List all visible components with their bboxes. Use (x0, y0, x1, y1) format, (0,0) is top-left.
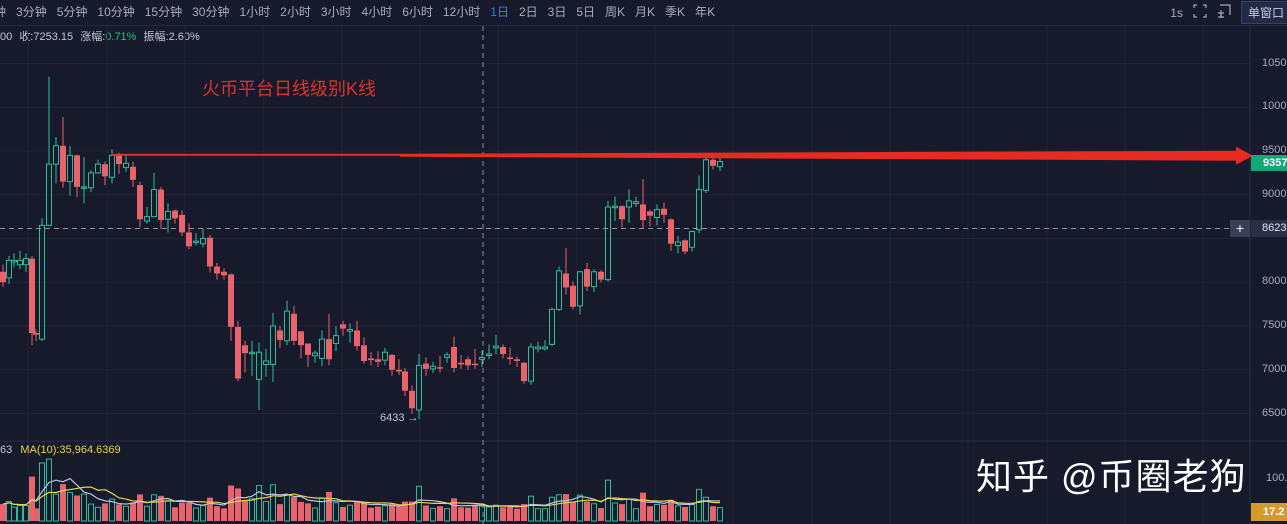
info-change-label: 涨幅: (80, 31, 106, 43)
price-axis-tick: 10000 (1262, 100, 1287, 113)
timeframe-2[interactable]: 5分钟 (56, 5, 88, 19)
price-axis-tick: 7500 (1262, 319, 1287, 331)
watermark: 知乎 @币圈老狗 (976, 456, 1247, 497)
refresh-interval[interactable]: 1s (1170, 5, 1183, 20)
volume-current-tag: 17.2 (1251, 503, 1287, 521)
price-axis-tick: 6500 (1262, 406, 1287, 419)
timeframe-11[interactable]: 12小时 (442, 5, 481, 19)
price-axis-tick: 9500 (1262, 144, 1287, 156)
info-prev: 00 (0, 31, 13, 43)
timeframe-17[interactable]: 月K (635, 5, 656, 19)
timeframe-15[interactable]: 5日 (576, 5, 596, 19)
info-change: 涨幅:0.71% (80, 31, 136, 43)
timeframe-4[interactable]: 15分钟 (144, 5, 183, 19)
timeframe-14[interactable]: 3日 (547, 5, 567, 19)
timeframe-3[interactable]: 10分钟 (97, 5, 135, 19)
timeframe-5[interactable]: 30分钟 (192, 5, 230, 19)
add-window-icon[interactable] (1217, 4, 1231, 21)
volume-axis-tick: 100. (1266, 472, 1287, 484)
timeframe-list: 钟 3分钟 5分钟 10分钟 15分钟 30分钟 1小时 2小时 3小时 4小时 6小时 12小时 1日… (0, 0, 720, 25)
timeframe-6[interactable]: 1小时 (239, 5, 271, 19)
toolbar-right: 1s 单窗口 (1170, 0, 1287, 25)
volume-ma-label: MA(10):35,964.6369 (20, 444, 121, 456)
fullscreen-icon[interactable] (1193, 4, 1207, 21)
volume-left-label: 63 (0, 444, 13, 456)
low-price-marker: 6433 → (380, 412, 419, 424)
timeframe-10[interactable]: 6小时 (402, 5, 433, 19)
timeframe-16[interactable]: 周K (605, 5, 626, 19)
window-mode-button[interactable]: 单窗口 (1240, 1, 1287, 24)
timeframe-9[interactable]: 4小时 (361, 5, 393, 19)
price-axis-tick: 7000 (1262, 362, 1287, 375)
crosshair-price-tag: 8623 (1251, 220, 1287, 237)
volume-info: 63 MA(10):35,964.6369 (0, 444, 121, 456)
timeframe-toolbar: 钟 3分钟 5分钟 10分钟 15分钟 30分钟 1小时 2小时 3小时 4小时 6小时 12小时 1日… (0, 0, 1287, 26)
info-amplitude: 振幅:2.60% (143, 31, 200, 43)
ohlc-info-bar: 00 收:7253.15 涨幅:0.71% 振幅:2.60% (0, 28, 204, 44)
chart-annotation-title: 火币平台日线级别K线 (202, 79, 377, 99)
current-price-tag: 9357 (1251, 155, 1287, 171)
timeframe-19[interactable]: 年K (695, 5, 716, 19)
timeframe-7[interactable]: 2小时 (280, 5, 311, 19)
price-axis-tick: 10500 (1262, 56, 1287, 69)
timeframe-1[interactable]: 3分钟 (16, 5, 47, 19)
timeframe-12[interactable]: 1日 (490, 5, 509, 19)
info-close: 收:7253.15 (19, 31, 74, 43)
price-axis-tick: 9000 (1262, 187, 1287, 200)
price-axis-tick: 8000 (1262, 275, 1287, 288)
crosshair-add-icon[interactable]: + (1230, 220, 1250, 237)
info-change-value: 0.71% (105, 31, 137, 43)
timeframe-0[interactable]: 钟 (0, 5, 7, 19)
timeframe-8[interactable]: 3小时 (320, 5, 352, 19)
timeframe-13[interactable]: 2日 (518, 5, 538, 19)
timeframe-18[interactable]: 季K (665, 5, 686, 19)
